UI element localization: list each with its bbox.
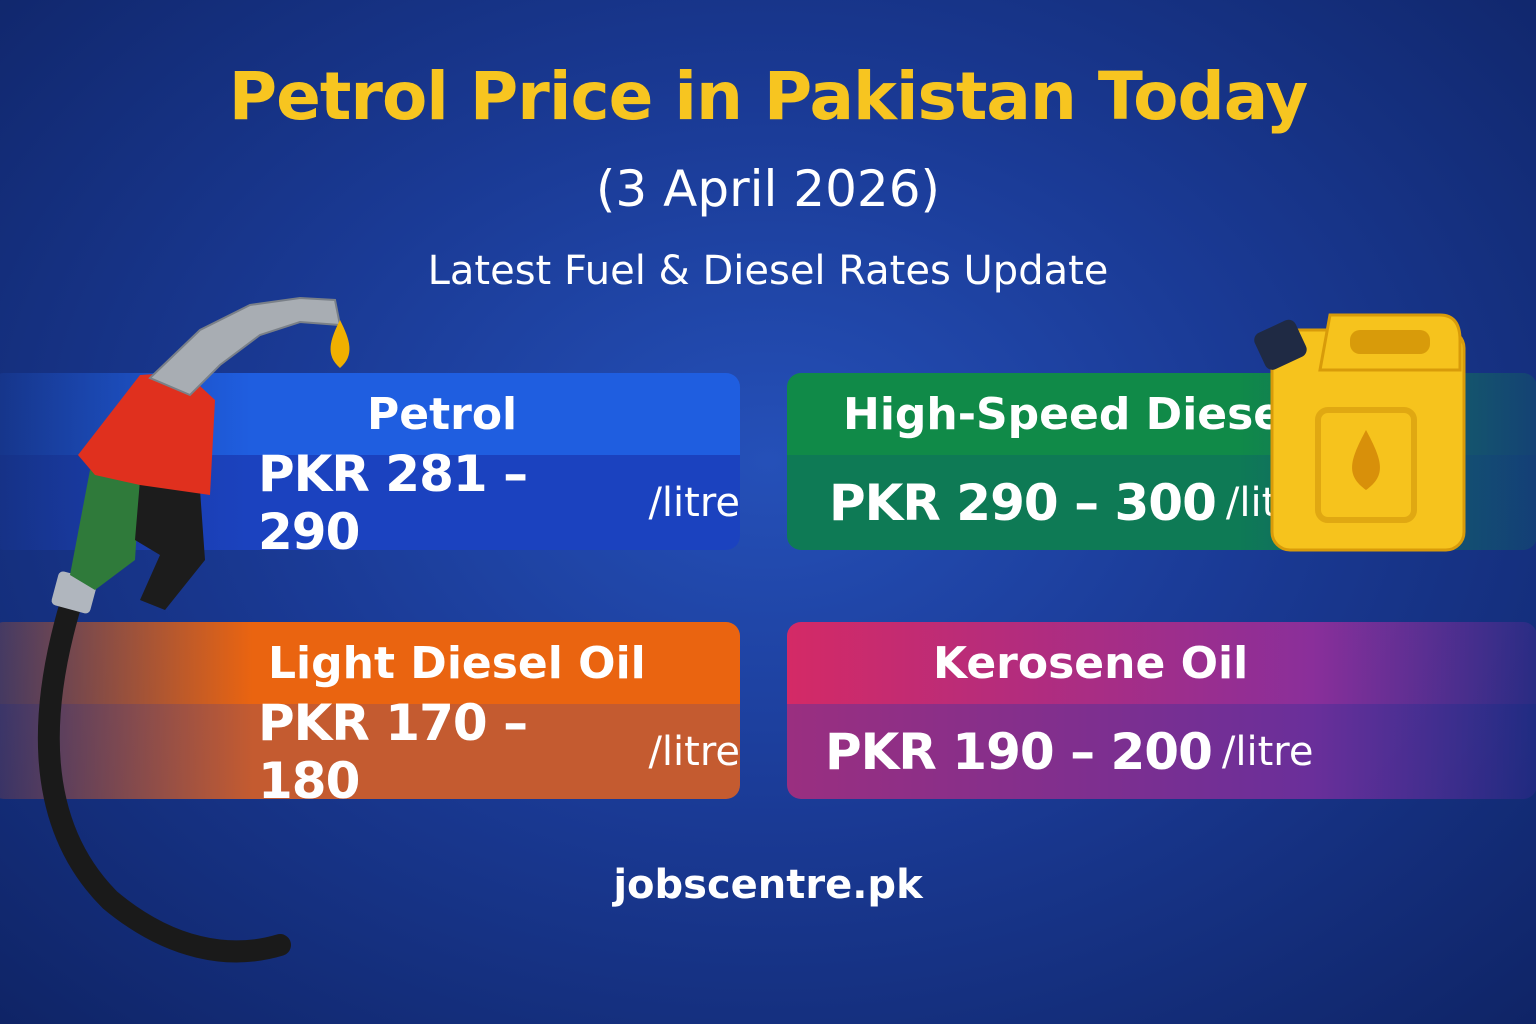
fuel-price: PKR 190 – 200: [825, 722, 1213, 781]
subtitle: Latest Fuel & Diesel Rates Update: [427, 248, 1109, 294]
fuel-price: PKR 290 – 300: [829, 473, 1217, 532]
title: Petrol Price in Pakistan Today: [228, 58, 1309, 135]
fuel-name: Light Diesel Oil: [268, 637, 646, 689]
fuel-name: Kerosene Oil: [933, 637, 1249, 689]
price-card: Light Diesel Oil PKR 170 – 180/litre: [0, 622, 740, 799]
date: (3 April 2026): [595, 160, 941, 218]
jerry-can: [1254, 313, 1466, 552]
unit: /litre: [648, 479, 740, 526]
fuel-name: High-Speed Diesel: [843, 388, 1299, 440]
footer-site: jobscentre.pk: [613, 862, 923, 908]
unit: /litre: [648, 728, 740, 775]
fuel-nozzle: [37, 296, 350, 963]
fuel-price: PKR 281 – 290: [258, 444, 528, 551]
unit: /litre: [1221, 728, 1314, 775]
fuel-price: PKR 170 – 180: [258, 693, 528, 800]
fuel-name: Petrol: [367, 388, 518, 440]
price-card: Kerosene Oil PKR 190 – 200/litre: [787, 622, 1536, 799]
